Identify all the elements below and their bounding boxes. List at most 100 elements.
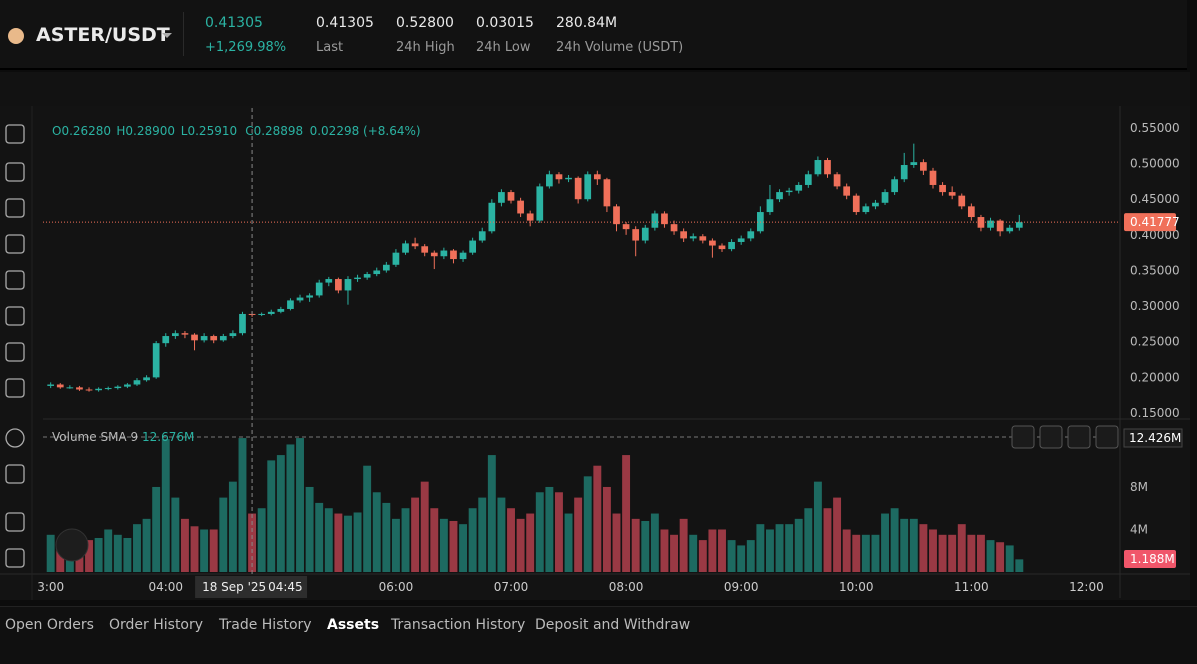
volume-bar	[976, 534, 985, 572]
volume-bar	[842, 529, 851, 572]
tab[interactable]: Trade History	[219, 617, 312, 633]
price: 0.41305	[205, 15, 263, 31]
candle-body	[728, 241, 735, 250]
candle-body	[651, 213, 659, 228]
candle-body	[162, 336, 170, 344]
candle-body	[603, 179, 611, 207]
candle-body	[641, 227, 649, 241]
stat-label: 24h High	[396, 40, 455, 55]
volume-bar	[698, 540, 707, 572]
volume-sma: 12.676M	[142, 430, 194, 444]
stat-value: 0.03015	[476, 15, 534, 31]
tool-icon	[5, 428, 25, 448]
volume-bar	[583, 476, 592, 572]
candle-body	[737, 238, 745, 242]
volume-bar	[775, 524, 784, 572]
x-tick-label: 11:00	[954, 580, 989, 594]
volume-bar	[94, 537, 103, 572]
volume-bar	[401, 508, 410, 572]
volume-right-box	[1123, 428, 1183, 448]
candle-body	[47, 384, 55, 386]
tool-icon	[5, 512, 25, 532]
candle-body	[258, 313, 266, 315]
toolbar-bg	[0, 72, 1190, 106]
volume-bar	[919, 524, 928, 572]
candle-body	[143, 377, 150, 381]
pair-caret[interactable]	[162, 33, 172, 43]
candle-body	[699, 236, 707, 241]
candle-body	[833, 174, 841, 187]
candle-body	[114, 386, 122, 389]
volume-bar	[142, 518, 151, 572]
ohlc-legend: H0.28900	[116, 124, 175, 138]
pane-button[interactable]	[1067, 425, 1091, 449]
candle-body	[325, 279, 333, 283]
pair[interactable]: ASTER/USDT	[36, 24, 170, 46]
change: +1,269.98%	[205, 40, 287, 55]
volume-bar	[75, 548, 84, 572]
stat-label: Last	[316, 40, 344, 55]
candle-body	[181, 333, 189, 335]
volume-bar	[372, 492, 381, 572]
pane-button[interactable]	[1039, 425, 1063, 449]
tab[interactable]: Transaction History	[391, 617, 526, 633]
candle-body	[565, 177, 572, 180]
candle-body	[891, 179, 898, 193]
candle-body	[411, 243, 419, 247]
volume-bar	[439, 518, 448, 572]
x-tick-label: 09:00	[724, 580, 759, 594]
candle-body	[670, 224, 678, 232]
candle-body	[622, 224, 630, 230]
candle-body	[881, 192, 889, 203]
candle-body	[526, 213, 534, 221]
volume-bar	[171, 497, 180, 572]
pane-button[interactable]	[1011, 425, 1035, 449]
volume-bar	[507, 508, 515, 572]
y-tick-label: 0.25000	[1130, 335, 1180, 349]
tab[interactable]: Deposit and Withdraw	[535, 617, 691, 633]
volume-bar	[468, 508, 477, 572]
bottom-tabs: Open Orders Order History Trade History Ass…	[0, 606, 1197, 664]
volume-bar	[813, 481, 822, 572]
volume-bar	[104, 529, 113, 572]
volume-bar	[113, 534, 122, 572]
candle-body	[469, 240, 477, 253]
candle-body	[76, 387, 83, 390]
volume-bar	[833, 497, 842, 572]
candle-body	[191, 334, 198, 341]
x-tick-label: 3:00	[37, 580, 64, 594]
last-volume-label: 1.188M	[1130, 552, 1175, 566]
volume-bar	[746, 540, 755, 572]
crosshair-time: 04:45	[268, 580, 303, 594]
tab[interactable]: Open Orders	[5, 617, 94, 633]
candle-body	[632, 229, 640, 241]
candle-body	[977, 217, 985, 228]
y-tick-label: 0.45000	[1130, 192, 1180, 206]
ohlc-legend: 0.02298 (+8.64%)	[310, 124, 421, 138]
volume-bar	[487, 455, 496, 572]
volume-bar	[641, 520, 650, 572]
stat-label: 24h Low	[476, 40, 531, 55]
volume-bar	[804, 508, 813, 572]
volume-bar	[708, 529, 717, 572]
tool-icon	[5, 306, 25, 326]
candle-body	[124, 384, 131, 387]
tab[interactable]: Order History	[109, 617, 204, 633]
candle-body	[709, 240, 716, 246]
tool-icon	[5, 270, 25, 290]
candle-body	[459, 252, 467, 260]
candle-body	[478, 231, 486, 241]
candle-body	[757, 212, 764, 232]
volume-bar	[324, 508, 333, 572]
candle-body	[574, 177, 582, 200]
volume-bar	[56, 545, 65, 572]
volume-bar	[929, 529, 937, 572]
candle-body	[498, 192, 505, 203]
candle-body	[421, 246, 429, 253]
candle-body	[689, 236, 697, 239]
tab[interactable]: Assets	[327, 617, 380, 633]
ohlc-legend: L0.25910	[181, 124, 237, 138]
volume-bar	[660, 529, 669, 572]
pane-button[interactable]	[1095, 425, 1119, 449]
candle-body	[171, 333, 179, 337]
